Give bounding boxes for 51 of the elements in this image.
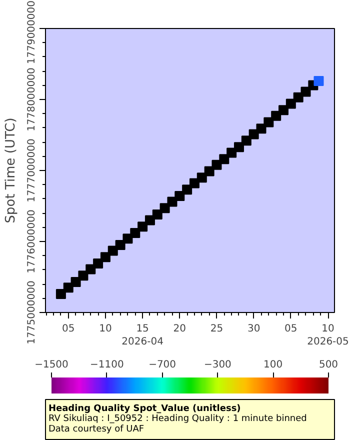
point	[278, 105, 288, 116]
y-tick-label: 1775000000	[26, 280, 38, 344]
color-bar-label: −300	[204, 360, 232, 370]
y-tick-label: 1777000000	[26, 138, 38, 202]
point	[160, 203, 170, 214]
point	[256, 124, 266, 134]
point	[86, 264, 96, 274]
point	[264, 117, 274, 128]
point	[93, 258, 104, 269]
point	[167, 196, 178, 207]
point	[286, 98, 296, 109]
color-bar-label: −1100	[90, 360, 124, 370]
point	[234, 142, 244, 152]
point	[212, 160, 222, 170]
point	[241, 136, 252, 146]
point	[219, 154, 230, 164]
color-bar-label: −700	[148, 360, 176, 370]
point	[189, 178, 200, 188]
x-tick-label: 10 2026-05	[307, 324, 349, 348]
color-bar-label: 100	[264, 360, 283, 370]
point	[138, 222, 148, 232]
point	[78, 270, 88, 281]
point	[196, 172, 207, 183]
x-tick-label: 05	[284, 324, 298, 334]
point	[56, 289, 66, 300]
y-tick-label: 1778000000	[26, 68, 38, 132]
point	[130, 228, 140, 238]
y-axis-title: Spot Time (UTC)	[4, 118, 18, 224]
point	[115, 240, 126, 250]
point	[100, 252, 110, 262]
color-bar-label: −1500	[34, 360, 68, 370]
y-tick-label: 1776000000	[26, 210, 38, 274]
point	[293, 92, 304, 102]
point	[182, 184, 192, 195]
point	[314, 76, 324, 86]
x-tick-label: 20	[173, 324, 186, 334]
text: RV Sikuliaq : I_50952 : Heading Quality : 1 minute binned	[48, 414, 307, 424]
x-tick-label: 15 2026-04	[122, 324, 164, 348]
x-tick-label: 10	[99, 324, 112, 334]
point	[152, 210, 162, 220]
point	[174, 191, 185, 202]
text: Data courtesy of UAF	[48, 424, 144, 434]
y-tick-label: 1779000000	[26, 0, 38, 64]
point	[271, 110, 282, 121]
x-tick-label: 05	[62, 324, 75, 334]
color-bar-label: 500	[318, 360, 338, 370]
point	[226, 148, 237, 158]
x-tick-label: 25	[210, 324, 224, 334]
point	[70, 276, 81, 287]
color-bar-title: Heading Quality Spot_Value (unitless)	[48, 404, 241, 414]
x-tick-label: 30	[247, 324, 260, 334]
